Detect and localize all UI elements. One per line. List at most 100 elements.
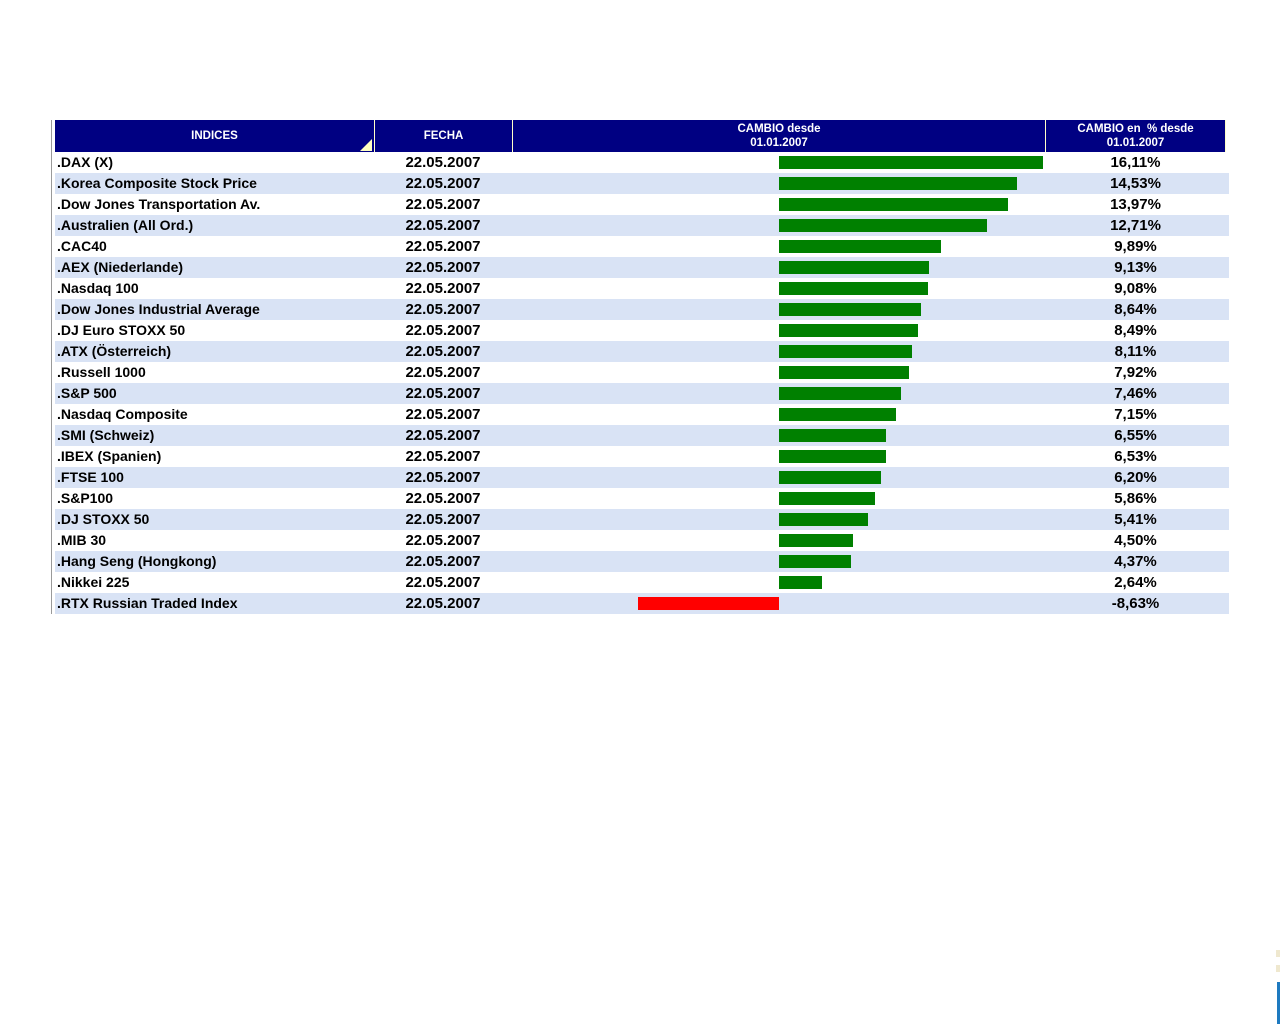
change-bar-cell: [512, 341, 1045, 362]
change-percent-cell: 4,37%: [1114, 553, 1157, 570]
change-bar-cell: [512, 593, 1045, 614]
index-name-cell: .S&P 500: [57, 385, 117, 401]
table-row[interactable]: .Nasdaq Composite 22.05.2007 7,15%: [55, 404, 1229, 425]
table-row[interactable]: .DJ STOXX 50 22.05.2007 5,41%: [55, 509, 1229, 530]
date-cell: 22.05.2007: [405, 595, 481, 612]
positive-change-bar: [779, 282, 928, 295]
table-row[interactable]: .Korea Composite Stock Price 22.05.2007 14…: [55, 173, 1229, 194]
table-row[interactable]: .RTX Russian Traded Index 22.05.2007 -8,63…: [55, 593, 1229, 614]
index-name-cell: .DJ STOXX 50: [57, 511, 150, 527]
change-percent-cell: 9,13%: [1114, 259, 1157, 276]
change-bar-cell: [512, 509, 1045, 530]
window-edge-mark: [1276, 950, 1280, 957]
change-percent-cell: 6,20%: [1114, 469, 1157, 486]
change-bar-cell: [512, 425, 1045, 446]
table-row[interactable]: .ATX (Österreich) 22.05.2007 8,11%: [55, 341, 1229, 362]
change-bar-cell: [512, 362, 1045, 383]
positive-change-bar: [779, 240, 941, 253]
table-row[interactable]: .AEX (Niederlande) 22.05.2007 9,13%: [55, 257, 1229, 278]
change-bar-cell: [512, 488, 1045, 509]
date-cell: 22.05.2007: [405, 385, 481, 402]
index-name-cell: .SMI (Schweiz): [57, 427, 155, 443]
column-header-fecha[interactable]: FECHA: [375, 120, 513, 152]
positive-change-bar: [779, 324, 918, 337]
positive-change-bar: [779, 471, 881, 484]
index-name-cell: .FTSE 100: [57, 469, 124, 485]
date-cell: 22.05.2007: [405, 154, 481, 171]
table-header: INDICES FECHA CAMBIO desde 01.01.2007 CA…: [55, 120, 1226, 152]
change-percent-cell: 12,71%: [1110, 217, 1161, 234]
index-name-cell: .Nasdaq 100: [57, 280, 139, 296]
change-percent-cell: 9,89%: [1114, 238, 1157, 255]
table-row[interactable]: .Russell 1000 22.05.2007 7,92%: [55, 362, 1229, 383]
change-bar-cell: [512, 173, 1045, 194]
positive-change-bar: [779, 177, 1017, 190]
index-name-cell: .AEX (Niederlande): [57, 259, 184, 275]
change-bar-cell: [512, 215, 1045, 236]
date-cell: 22.05.2007: [405, 406, 481, 423]
change-percent-cell: 6,53%: [1114, 448, 1157, 465]
change-percent-cell: 8,11%: [1114, 343, 1157, 360]
date-cell: 22.05.2007: [405, 196, 481, 213]
table-body: .DAX (X) 22.05.2007 16,11% .Korea Composite…: [55, 152, 1229, 614]
index-name-cell: .S&P100: [57, 490, 114, 506]
change-bar-cell: [512, 467, 1045, 488]
change-bar-cell: [512, 551, 1045, 572]
column-header-cambio-percent[interactable]: CAMBIO en % desde 01.01.2007: [1046, 120, 1226, 152]
date-cell: 22.05.2007: [405, 217, 481, 234]
column-header-indices[interactable]: INDICES: [55, 120, 375, 152]
change-bar-cell: [512, 194, 1045, 215]
table-row[interactable]: .DJ Euro STOXX 50 22.05.2007 8,49%: [55, 320, 1229, 341]
positive-change-bar: [779, 219, 987, 232]
table-row[interactable]: .Australien (All Ord.) 22.05.2007 12,71%: [55, 215, 1229, 236]
positive-change-bar: [779, 555, 851, 568]
change-bar-cell: [512, 530, 1045, 551]
change-percent-cell: -8,63%: [1111, 595, 1160, 612]
change-percent-cell: 5,86%: [1114, 490, 1157, 507]
change-bar-cell: [512, 383, 1045, 404]
column-header-cambio-percent-label-line2: 01.01.2007: [1106, 137, 1165, 149]
index-name-cell: .DJ Euro STOXX 50: [57, 322, 186, 338]
change-percent-cell: 8,64%: [1114, 301, 1157, 318]
table-row[interactable]: .S&P 500 22.05.2007 7,46%: [55, 383, 1229, 404]
date-cell: 22.05.2007: [405, 469, 481, 486]
table-row[interactable]: .DAX (X) 22.05.2007 16,11%: [55, 152, 1229, 173]
table-row[interactable]: .MIB 30 22.05.2007 4,50%: [55, 530, 1229, 551]
positive-change-bar: [779, 261, 929, 274]
table-row[interactable]: .Nikkei 225 22.05.2007 2,64%: [55, 572, 1229, 593]
positive-change-bar: [779, 534, 853, 547]
date-cell: 22.05.2007: [405, 574, 481, 591]
column-header-cambio[interactable]: CAMBIO desde 01.01.2007: [513, 120, 1046, 152]
positive-change-bar: [779, 366, 909, 379]
table-row[interactable]: .Hang Seng (Hongkong) 22.05.2007 4,37%: [55, 551, 1229, 572]
table-row[interactable]: .Nasdaq 100 22.05.2007 9,08%: [55, 278, 1229, 299]
date-cell: 22.05.2007: [405, 280, 481, 297]
table-row[interactable]: .IBEX (Spanien) 22.05.2007 6,53%: [55, 446, 1229, 467]
date-cell: 22.05.2007: [405, 532, 481, 549]
index-name-cell: .Dow Jones Industrial Average: [57, 301, 260, 317]
table-row[interactable]: .FTSE 100 22.05.2007 6,20%: [55, 467, 1229, 488]
positive-change-bar: [779, 450, 886, 463]
date-cell: 22.05.2007: [405, 448, 481, 465]
table-row[interactable]: .Dow Jones Transportation Av. 22.05.2007 1…: [55, 194, 1229, 215]
table-left-border: [51, 120, 52, 614]
positive-change-bar: [779, 156, 1043, 169]
change-bar-cell: [512, 404, 1045, 425]
column-header-indices-label: INDICES: [191, 130, 238, 142]
positive-change-bar: [779, 513, 868, 526]
date-cell: 22.05.2007: [405, 301, 481, 318]
date-cell: 22.05.2007: [405, 259, 481, 276]
change-percent-cell: 4,50%: [1114, 532, 1157, 549]
table-row[interactable]: .S&P100 22.05.2007 5,86%: [55, 488, 1229, 509]
change-bar-cell: [512, 572, 1045, 593]
table-row[interactable]: .SMI (Schweiz) 22.05.2007 6,55%: [55, 425, 1229, 446]
index-name-cell: .ATX (Österreich): [57, 343, 172, 359]
window-edge-mark: [1276, 965, 1280, 972]
change-bar-cell: [512, 257, 1045, 278]
table-row[interactable]: .Dow Jones Industrial Average 22.05.2007 8…: [55, 299, 1229, 320]
table-row[interactable]: .CAC40 22.05.2007 9,89%: [55, 236, 1229, 257]
positive-change-bar: [779, 576, 822, 589]
index-name-cell: .Nasdaq Composite: [57, 406, 188, 422]
change-percent-cell: 7,46%: [1114, 385, 1157, 402]
column-header-fecha-label: FECHA: [423, 130, 464, 142]
